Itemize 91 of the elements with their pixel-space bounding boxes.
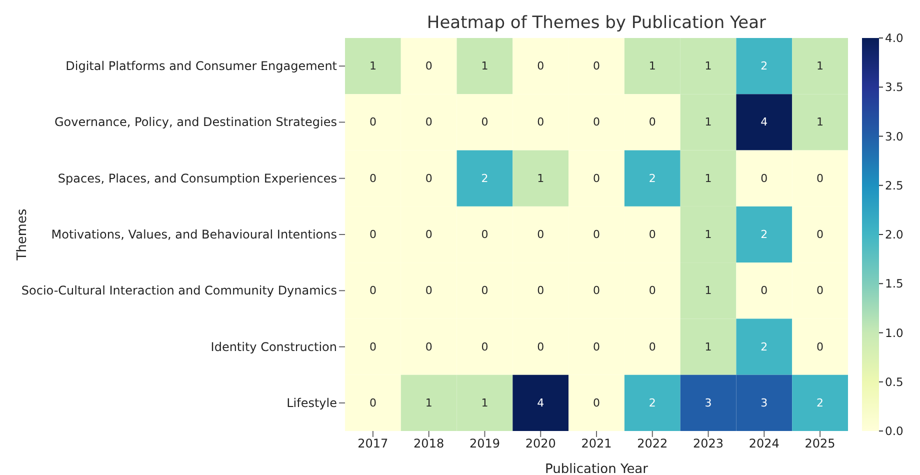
data-label: 4 (760, 116, 768, 129)
data-label: 0 (369, 116, 376, 129)
x-tick-label: 2024 (748, 436, 780, 451)
x-axis-title: Publication Year (545, 462, 649, 475)
data-label: 0 (648, 116, 656, 129)
data-label: 0 (816, 172, 824, 185)
data-label: 0 (816, 284, 824, 298)
data-label: 0 (593, 340, 600, 354)
color-bar-label: 3.0 (885, 129, 904, 144)
data-label: 0 (593, 228, 600, 241)
data-label: 0 (537, 284, 544, 298)
x-tick-label: 2020 (525, 436, 556, 451)
data-label: 1 (648, 60, 656, 73)
data-label: 2 (760, 228, 768, 241)
y-tick-label: Governance, Policy, and Destination Strategies (54, 115, 337, 130)
data-label: 3 (760, 396, 768, 410)
y-tick-label: Motivations, Values, and Behavioural Intentions (51, 228, 337, 242)
color-bar-label: 4.0 (885, 31, 904, 45)
color-bar-label: 3.5 (885, 80, 904, 94)
data-label: 0 (593, 396, 600, 410)
data-label: 0 (593, 172, 600, 185)
data-label: 2 (760, 340, 768, 354)
x-tick-label: 2021 (581, 436, 612, 451)
data-label: 0 (816, 340, 824, 354)
y-tick-label: Identity Construction (210, 340, 337, 354)
data-label: 0 (481, 116, 488, 129)
x-tick-label: 2018 (414, 436, 444, 451)
data-label: 0 (537, 60, 544, 73)
data-label: 0 (760, 172, 768, 185)
data-label: 0 (593, 60, 600, 73)
y-axis-title: Themes (15, 208, 30, 262)
y-tick-label: Spaces, Places, and Consumption Experiences (58, 171, 337, 186)
data-label: 3 (704, 396, 712, 410)
x-tick-label: 2022 (637, 436, 668, 451)
data-label: 0 (816, 228, 824, 241)
data-label: 0 (481, 228, 488, 241)
data-label: 0 (537, 116, 544, 129)
data-label: 2 (648, 396, 656, 410)
chart-title: Heatmap of Themes by Publication Year (426, 13, 766, 33)
data-label: 0 (648, 284, 656, 298)
data-label: 0 (481, 284, 488, 298)
data-label: 1 (704, 116, 712, 129)
data-label: 0 (481, 340, 488, 354)
data-label: 0 (648, 228, 656, 241)
data-label: 0 (425, 172, 432, 185)
data-label: 1 (816, 60, 824, 73)
y-tick-label: Lifestyle (286, 396, 337, 410)
color-bar-label: 0.5 (885, 374, 904, 389)
x-tick-label: 2025 (804, 436, 836, 451)
data-label: 1 (425, 396, 432, 410)
data-label: 0 (425, 116, 432, 129)
color-bar-label: 1.5 (885, 276, 904, 291)
data-label: 0 (369, 340, 376, 354)
data-label: 1 (369, 60, 376, 73)
data-label: 2 (760, 60, 768, 73)
data-label: 0 (369, 396, 376, 410)
data-label: 1 (704, 284, 712, 298)
y-tick-label: Socio-Cultural Interaction and Community Dynamics (21, 284, 337, 298)
data-label: 0 (369, 228, 376, 241)
x-tick-label: 2023 (693, 436, 724, 451)
data-label: 0 (369, 284, 376, 298)
data-label: 0 (593, 116, 600, 129)
data-label: 1 (481, 60, 488, 73)
data-label: 0 (425, 228, 432, 241)
data-label: 1 (704, 60, 712, 73)
color-bar-label: 0.0 (885, 424, 904, 438)
data-label: 2 (481, 172, 488, 185)
data-label: 2 (648, 172, 656, 185)
y-tick-label: Digital Platforms and Consumer Engagement (66, 59, 338, 74)
data-label: 0 (593, 284, 600, 298)
data-label: 0 (760, 284, 768, 298)
data-label: 0 (537, 340, 544, 354)
data-label: 1 (704, 228, 712, 241)
data-label: 0 (425, 340, 432, 354)
x-tick-label: 2017 (358, 436, 388, 451)
data-label: 0 (369, 172, 376, 185)
data-label: 0 (425, 60, 432, 73)
data-label: 0 (648, 340, 656, 354)
data-label: 1 (481, 396, 488, 410)
data-label: 1 (537, 172, 544, 185)
data-label: 1 (704, 172, 712, 185)
data-label: 4 (537, 396, 544, 410)
data-label: 0 (425, 284, 432, 298)
x-tick-label: 2019 (469, 436, 500, 451)
data-label: 1 (704, 340, 712, 354)
data-label: 0 (537, 228, 544, 241)
color-bar-label: 2.5 (885, 178, 904, 192)
data-label: 1 (816, 116, 824, 129)
data-label: 2 (816, 396, 824, 410)
color-bar-label: 1.0 (885, 326, 904, 340)
color-bar-label: 2.0 (885, 228, 904, 242)
